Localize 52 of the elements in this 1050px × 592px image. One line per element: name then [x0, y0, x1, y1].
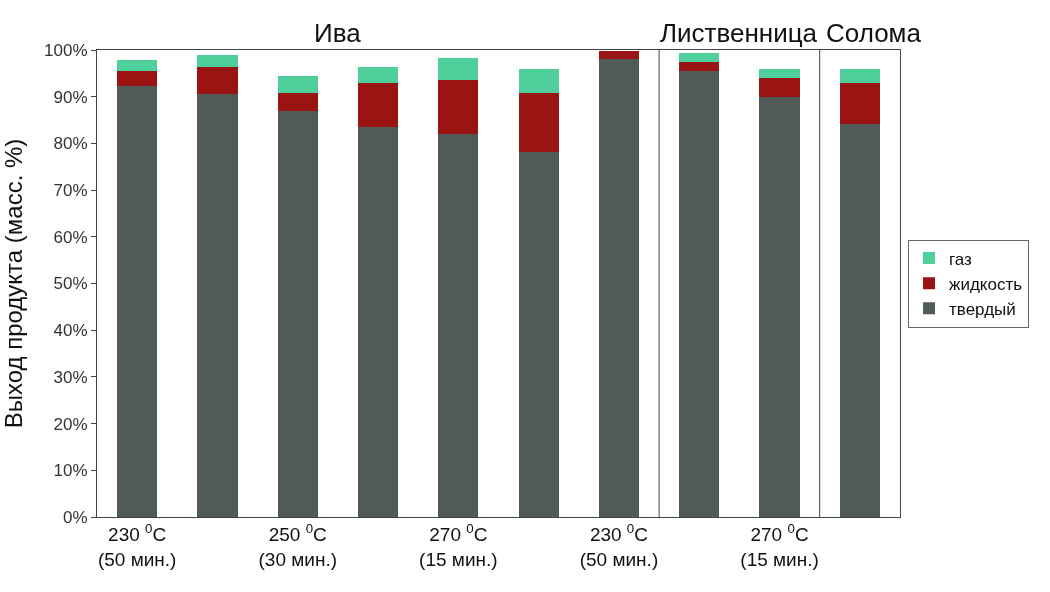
text: Лиственница	[660, 18, 818, 48]
y-tick-label: 50%	[53, 274, 88, 294]
x-tick-label: 270 $^{0}$C (15 мин.)	[740, 520, 819, 570]
bar	[759, 69, 800, 79]
bar	[277, 76, 318, 93]
bar	[277, 111, 318, 517]
y-tick-label: 0%	[63, 507, 88, 527]
bar	[679, 52, 720, 63]
legend-label: жидкость	[949, 274, 1023, 294]
bar	[598, 50, 640, 60]
bar	[357, 66, 399, 84]
x-tick-label: 250 $^{0}$C (30 мин.)	[258, 520, 338, 570]
bar	[759, 78, 800, 98]
bar	[438, 133, 479, 517]
bar	[679, 71, 720, 517]
bar	[438, 57, 479, 81]
bar	[839, 83, 880, 125]
text: Ива	[314, 18, 362, 48]
x-tick-label: 230 $^{0}$C (50 мин.)	[97, 520, 177, 570]
y-axis-title: Выход продукта (масс. %)	[0, 138, 27, 429]
bar	[759, 97, 800, 517]
y-tick-label: 90%	[53, 87, 88, 107]
x-tick-label: 270 $^{0}$C (15 мин.)	[419, 520, 498, 570]
legend-label: твердый	[949, 299, 1016, 319]
bar	[277, 92, 318, 112]
y-tick-label: 10%	[53, 461, 88, 481]
x-tick-label: 230 $^{0}$C (50 мин.)	[579, 520, 659, 570]
legend-label: газ	[949, 249, 973, 269]
bar	[357, 83, 399, 127]
bar	[197, 66, 238, 95]
bar	[518, 69, 559, 93]
bar	[117, 71, 158, 86]
y-tick-label: 30%	[53, 367, 88, 387]
bar	[197, 94, 238, 517]
bar	[117, 85, 158, 517]
bar	[518, 151, 559, 517]
bar	[839, 124, 880, 517]
bar	[518, 92, 559, 152]
bar	[598, 59, 640, 517]
y-tick-label: 80%	[53, 134, 88, 154]
bar	[117, 59, 158, 72]
y-tick-label: 20%	[53, 414, 88, 434]
bar	[438, 80, 479, 134]
y-tick-label: 60%	[53, 227, 88, 247]
y-tick-label: 100%	[44, 40, 88, 60]
y-tick-label: 70%	[53, 181, 88, 201]
bar	[679, 62, 720, 72]
text: Солома	[826, 18, 922, 48]
bar	[357, 126, 399, 517]
bar	[197, 55, 238, 67]
y-tick-label: 40%	[53, 321, 88, 341]
bar	[839, 69, 880, 84]
